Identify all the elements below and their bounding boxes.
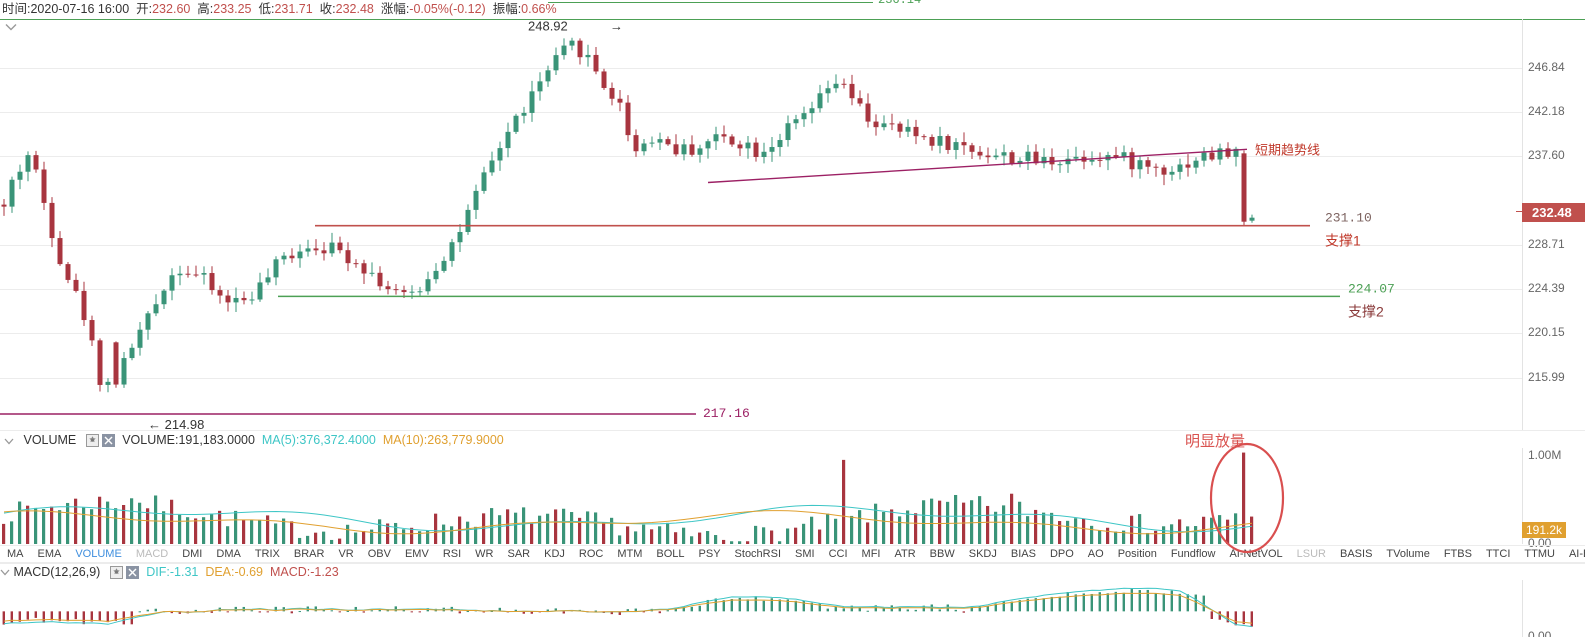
svg-text:231.10: 231.10 <box>1325 211 1372 226</box>
svg-text:短期趋势线: 短期趋势线 <box>1255 142 1320 157</box>
svg-text:支撑2: 支撑2 <box>1348 303 1384 319</box>
svg-text:248.92: 248.92 <box>528 19 568 34</box>
svg-text:224.07: 224.07 <box>1348 281 1395 296</box>
svg-text:→: → <box>610 19 623 34</box>
svg-text:217.16: 217.16 <box>703 406 750 421</box>
svg-text:支撑1: 支撑1 <box>1325 233 1361 249</box>
